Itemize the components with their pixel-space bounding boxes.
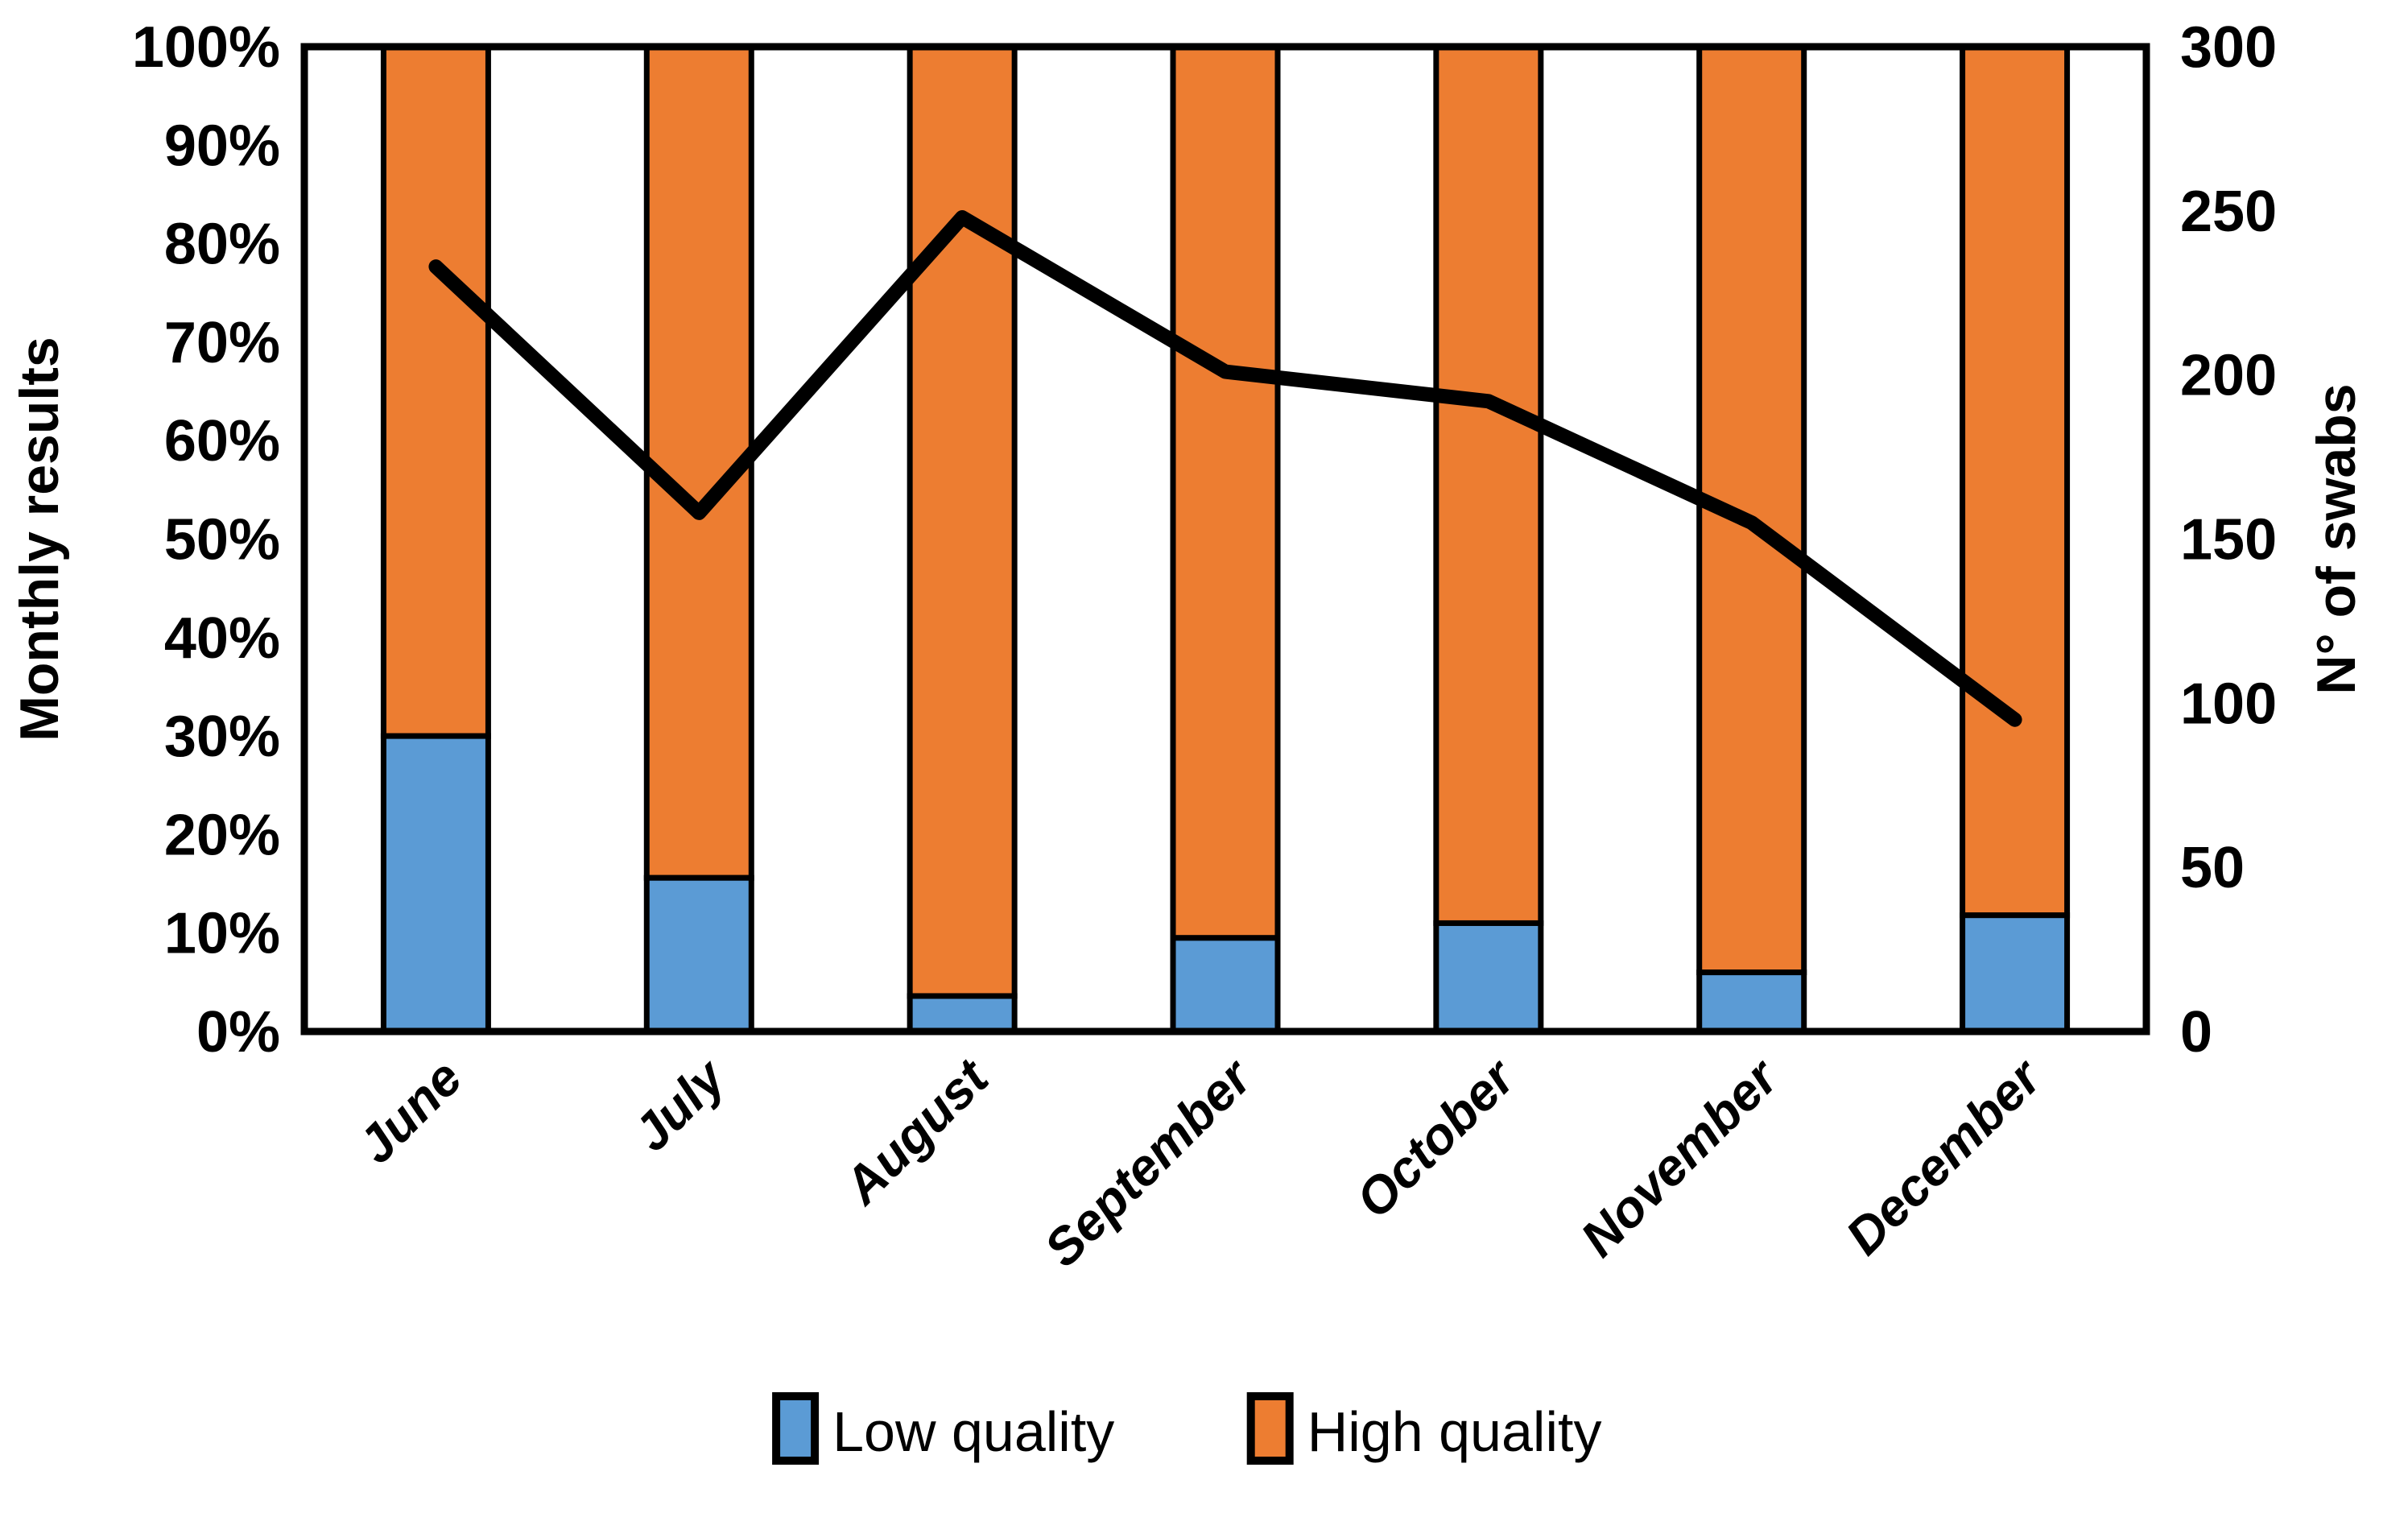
right-axis-tick-0: 0 (2180, 1000, 2212, 1064)
left-axis-tick-50: 50% (164, 508, 280, 573)
left-axis-tick-90: 90% (164, 114, 280, 178)
left-axis-tick-100: 100% (132, 15, 280, 80)
bar-high-quality-october (1433, 43, 1544, 926)
left-axis-tick-30: 30% (164, 705, 280, 769)
left-axis-tick-0: 0% (196, 1000, 280, 1064)
bar-low-quality-july (643, 874, 754, 1035)
chart-legend: Low quality High quality (772, 1392, 1602, 1465)
left-axis-tick-40: 40% (164, 606, 280, 671)
bar-low-quality-september (1170, 935, 1281, 1035)
left-axis-tick-70: 70% (164, 311, 280, 375)
bar-low-quality-october (1433, 920, 1544, 1035)
left-axis-tick-20: 20% (164, 803, 280, 867)
right-axis-tick-50: 50 (2180, 836, 2245, 900)
legend-item-high-quality: High quality (1246, 1392, 1602, 1465)
bar-low-quality-november (1696, 969, 1807, 1035)
bar-high-quality-august (907, 43, 1018, 999)
bar-high-quality-december (1960, 43, 2071, 919)
right-axis-tick-250: 250 (2180, 180, 2277, 244)
right-axis-tick-100: 100 (2180, 672, 2277, 736)
bar-high-quality-june (380, 43, 491, 739)
bar-low-quality-december (1960, 912, 2071, 1035)
legend-label-high-quality: High quality (1307, 1400, 1602, 1463)
line-n-of-swabs (428, 209, 2022, 727)
left-axis-title: Monthly results (9, 337, 70, 742)
right-axis-tick-150: 150 (2180, 508, 2277, 573)
left-axis-tick-10: 10% (164, 902, 280, 966)
right-axis-tick-200: 200 (2180, 344, 2277, 408)
legend-item-low-quality: Low quality (772, 1392, 1114, 1465)
left-axis-tick-80: 80% (164, 213, 280, 277)
bar-high-quality-september (1170, 43, 1281, 941)
bar-low-quality-august (907, 993, 1018, 1035)
left-axis-tick-60: 60% (164, 409, 280, 473)
bar-low-quality-june (380, 733, 491, 1035)
plot-border (300, 43, 2150, 1036)
bar-high-quality-july (643, 43, 754, 881)
legend-swatch-high-quality (1246, 1392, 1294, 1465)
right-axis-title: N° of swabs (2306, 383, 2367, 694)
legend-swatch-low-quality (772, 1392, 820, 1465)
right-axis-tick-300: 300 (2180, 15, 2277, 80)
legend-label-low-quality: Low quality (832, 1400, 1114, 1463)
